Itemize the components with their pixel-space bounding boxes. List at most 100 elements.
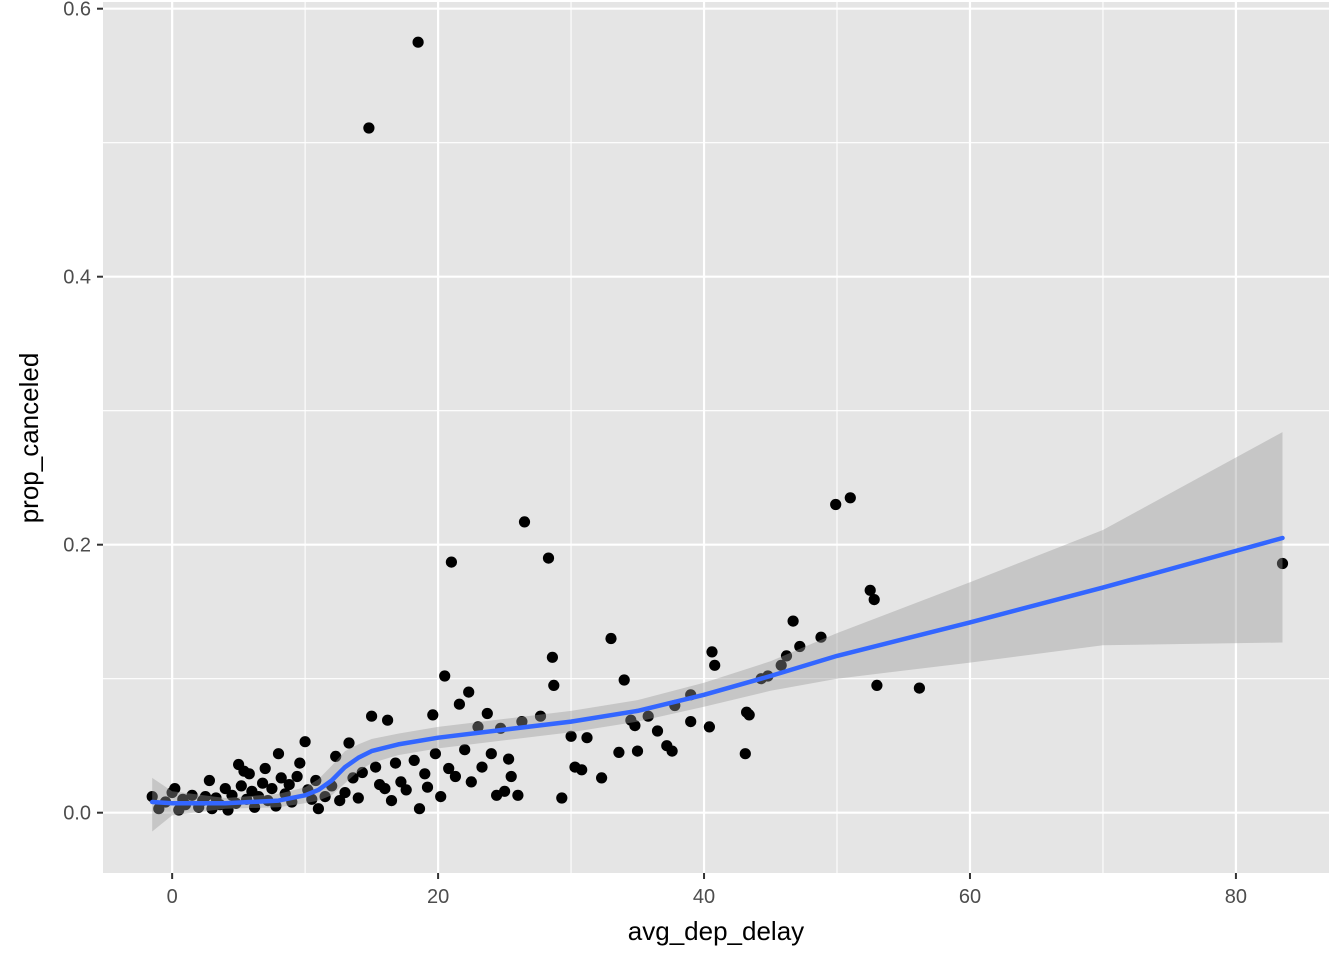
data-point xyxy=(249,801,261,813)
data-point xyxy=(913,682,926,694)
data-point xyxy=(629,720,641,732)
data-point xyxy=(439,670,451,682)
x-axis: 0 20 40 60 80 xyxy=(167,873,1247,908)
data-point xyxy=(382,714,394,726)
y-tick-label: 0.6 xyxy=(63,0,91,21)
data-point xyxy=(546,651,559,663)
data-point xyxy=(363,122,375,134)
data-point xyxy=(347,772,359,784)
y-tick-label: 0.2 xyxy=(63,535,91,557)
x-tick-label: 60 xyxy=(959,886,981,908)
data-point xyxy=(605,632,617,645)
y-tick-label: 0.4 xyxy=(63,267,91,289)
data-point xyxy=(685,716,697,728)
data-point xyxy=(310,774,322,787)
data-point xyxy=(427,709,439,721)
data-point xyxy=(565,730,577,742)
data-point xyxy=(871,679,883,692)
data-point xyxy=(266,783,278,795)
data-point xyxy=(618,674,630,686)
data-point xyxy=(306,793,318,805)
data-point xyxy=(830,498,842,511)
data-point xyxy=(389,757,402,769)
smooth-line-layer xyxy=(149,535,1285,806)
data-point xyxy=(864,584,876,596)
x-axis-title: avg_dep_delay xyxy=(628,916,804,946)
plot-panel xyxy=(103,2,1329,873)
data-point xyxy=(476,761,488,773)
data-point xyxy=(294,757,306,769)
data-point xyxy=(780,650,793,662)
data-point xyxy=(257,777,269,789)
data-point xyxy=(408,754,420,767)
data-point xyxy=(291,770,303,783)
data-point xyxy=(445,556,457,568)
data-point xyxy=(868,594,880,606)
data-point xyxy=(516,716,528,728)
data-point xyxy=(395,776,407,788)
data-point xyxy=(642,710,654,722)
data-point xyxy=(275,772,287,784)
data-point xyxy=(334,795,346,807)
data-point xyxy=(503,753,515,765)
data-point xyxy=(739,748,751,760)
data-point xyxy=(443,762,455,775)
data-point xyxy=(703,721,716,733)
data-point xyxy=(581,732,593,744)
data-point xyxy=(651,725,664,737)
data-point xyxy=(449,770,461,783)
data-point xyxy=(706,646,718,658)
data-point xyxy=(844,492,856,504)
confidence-band-layer xyxy=(152,432,1283,832)
data-point xyxy=(485,748,497,760)
data-point xyxy=(542,552,555,564)
data-point xyxy=(235,780,247,792)
data-point xyxy=(435,791,447,803)
data-point xyxy=(709,659,721,671)
data-point xyxy=(413,803,426,815)
data-point xyxy=(548,679,560,692)
y-axis-title: prop_canceled xyxy=(14,353,44,524)
data-point xyxy=(270,800,282,812)
data-point xyxy=(1276,557,1289,570)
data-point xyxy=(534,710,547,722)
data-point xyxy=(481,707,493,720)
data-point xyxy=(472,721,484,733)
data-point xyxy=(631,745,644,757)
smooth-line xyxy=(149,535,1285,806)
data-point xyxy=(576,764,588,776)
data-point xyxy=(259,762,271,775)
y-tick-label: 0.0 xyxy=(63,803,91,825)
data-point xyxy=(222,804,234,816)
x-tick-label: 80 xyxy=(1225,886,1247,908)
data-point xyxy=(366,710,378,722)
data-point xyxy=(463,686,475,698)
x-tick-label: 0 xyxy=(167,886,178,908)
confidence-band xyxy=(152,432,1283,832)
x-tick-label: 40 xyxy=(693,886,715,908)
data-point xyxy=(199,791,211,803)
data-point xyxy=(419,768,431,780)
data-point xyxy=(203,774,215,787)
data-point xyxy=(421,781,434,793)
data-point xyxy=(312,803,324,815)
data-point xyxy=(319,791,331,803)
data-point xyxy=(787,615,799,627)
data-point xyxy=(272,748,285,760)
x-tick-label: 20 xyxy=(427,886,449,908)
data-point xyxy=(815,631,827,643)
data-point xyxy=(505,770,517,783)
data-point xyxy=(465,776,477,788)
data-point xyxy=(775,659,787,671)
data-point xyxy=(379,783,391,795)
data-point xyxy=(743,709,755,721)
data-point xyxy=(429,748,441,760)
data-point xyxy=(370,761,382,773)
data-point xyxy=(343,737,355,749)
data-point xyxy=(339,787,351,799)
data-point xyxy=(299,736,311,748)
data-point xyxy=(146,791,158,803)
data-point xyxy=(283,779,295,791)
